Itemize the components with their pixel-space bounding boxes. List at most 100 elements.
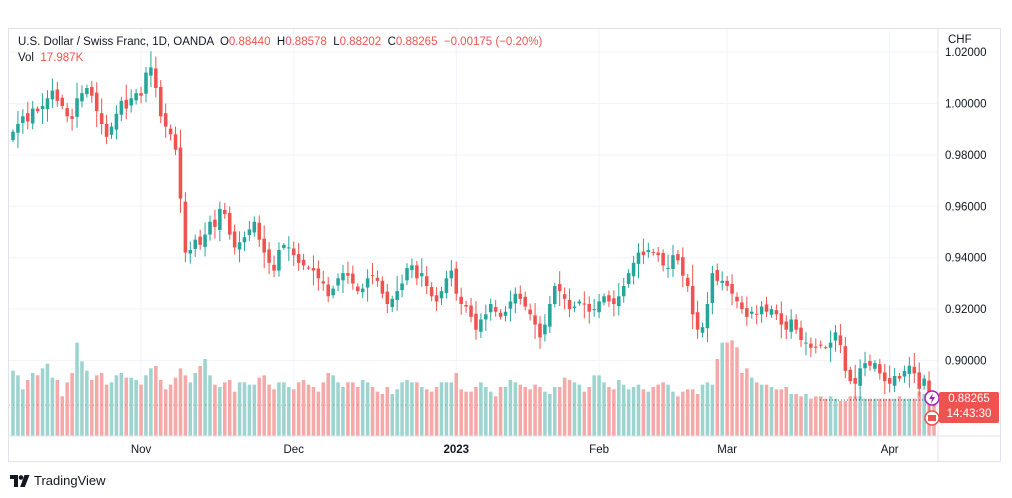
volume-bar: [636, 384, 641, 436]
volume-bar: [380, 394, 385, 436]
volume-bar: [85, 370, 89, 436]
candle-body: [296, 254, 301, 263]
last-price-tag: 0.88265 14:43:30: [939, 392, 999, 423]
volume-bar: [794, 394, 798, 436]
volume-bar: [582, 391, 587, 436]
candle-body: [784, 321, 789, 330]
candle-body: [873, 363, 877, 369]
candle-body: [395, 291, 399, 300]
candle-body: [232, 231, 237, 248]
candle-body: [139, 93, 143, 96]
volume-bar: [336, 382, 340, 436]
candle-body: [375, 277, 380, 281]
candle-body: [690, 286, 695, 315]
tradingview-logo[interactable]: TradingView: [10, 473, 106, 488]
candle-body: [863, 363, 867, 369]
candle-body: [656, 252, 660, 256]
candle-body: [158, 86, 163, 117]
candle-body: [45, 98, 50, 110]
candle-body: [424, 276, 429, 286]
candle-body: [917, 372, 921, 389]
volume-bar: [769, 387, 774, 436]
candle-body: [612, 298, 616, 304]
volume-bar: [420, 387, 424, 436]
candle-body: [907, 365, 912, 374]
volume-bar: [282, 382, 286, 436]
candle-body: [400, 283, 404, 291]
volume-bar: [493, 396, 498, 436]
candle-body: [823, 347, 828, 349]
candle-body: [385, 291, 390, 304]
candle-body: [464, 305, 468, 307]
candle-body: [272, 264, 276, 271]
candle-body: [671, 255, 675, 270]
candle-body: [636, 252, 641, 264]
volume-bar: [626, 389, 631, 436]
candle-body: [178, 147, 183, 199]
currency-label: CHF: [948, 34, 972, 46]
candle-body: [287, 247, 291, 249]
candle-body: [380, 280, 385, 294]
candle-body: [203, 234, 207, 247]
volume-bar: [838, 401, 843, 436]
volume-bar: [114, 375, 119, 436]
volume-bar: [341, 387, 345, 436]
volume-bar: [474, 387, 478, 436]
volume-bar: [80, 361, 84, 436]
price-tick-label: 0.90000: [945, 356, 987, 368]
time-tick-label: Apr: [881, 444, 899, 456]
volume-bar: [710, 384, 715, 436]
price-tick-label: 0.96000: [945, 201, 987, 213]
candle-body: [429, 287, 434, 297]
volume-bar: [818, 396, 823, 436]
candle-body: [40, 106, 45, 110]
volume-bar: [237, 382, 242, 436]
volume-bar: [439, 382, 444, 436]
volume-bar: [124, 377, 129, 436]
candle-body: [730, 283, 734, 294]
volume-bar: [390, 394, 395, 436]
volume-bar: [843, 401, 848, 436]
volume-bar: [548, 394, 552, 436]
volume-bar: [784, 387, 789, 436]
candle-body: [735, 296, 739, 302]
volume-bar: [70, 373, 74, 436]
close-label: C: [387, 36, 396, 48]
volume-bar: [375, 391, 380, 436]
volume-bar: [631, 387, 636, 436]
volume-bar: [40, 368, 45, 436]
volume-bar: [508, 380, 513, 436]
volume-bar: [543, 391, 547, 436]
candle-body: [843, 346, 848, 371]
candle-body: [154, 68, 158, 88]
volume-bar: [922, 394, 926, 436]
bar-countdown: 14:43:30: [946, 408, 992, 420]
volume-bar: [607, 387, 611, 436]
volume-bar: [355, 387, 360, 436]
candle-body: [774, 310, 779, 315]
volume-bar: [277, 382, 281, 436]
candle-body: [316, 268, 321, 279]
volume-bar: [395, 389, 399, 436]
volume-bar: [685, 389, 690, 436]
change-value: −0.00175 (−0.20%): [443, 36, 543, 48]
candle-body: [557, 283, 562, 292]
volume-bar: [139, 384, 143, 436]
candle-body: [488, 304, 493, 313]
volume-bar: [641, 389, 646, 436]
volume-bar: [415, 382, 419, 436]
candle-body: [602, 296, 606, 303]
volume-bar: [75, 342, 79, 436]
candle-body: [484, 314, 488, 320]
volume-bar: [523, 387, 527, 436]
symbol-label[interactable]: U.S. Dollar / Swiss Franc, 1D, OANDA: [18, 36, 214, 48]
candle-body: [173, 134, 178, 150]
volume-bar: [262, 375, 266, 436]
volume-bar: [405, 380, 409, 436]
open-value: 0.88440: [228, 36, 271, 48]
volume-bar: [272, 389, 276, 436]
last-price-line: [9, 399, 938, 406]
candle-body: [705, 304, 710, 329]
candle-body: [124, 99, 129, 109]
